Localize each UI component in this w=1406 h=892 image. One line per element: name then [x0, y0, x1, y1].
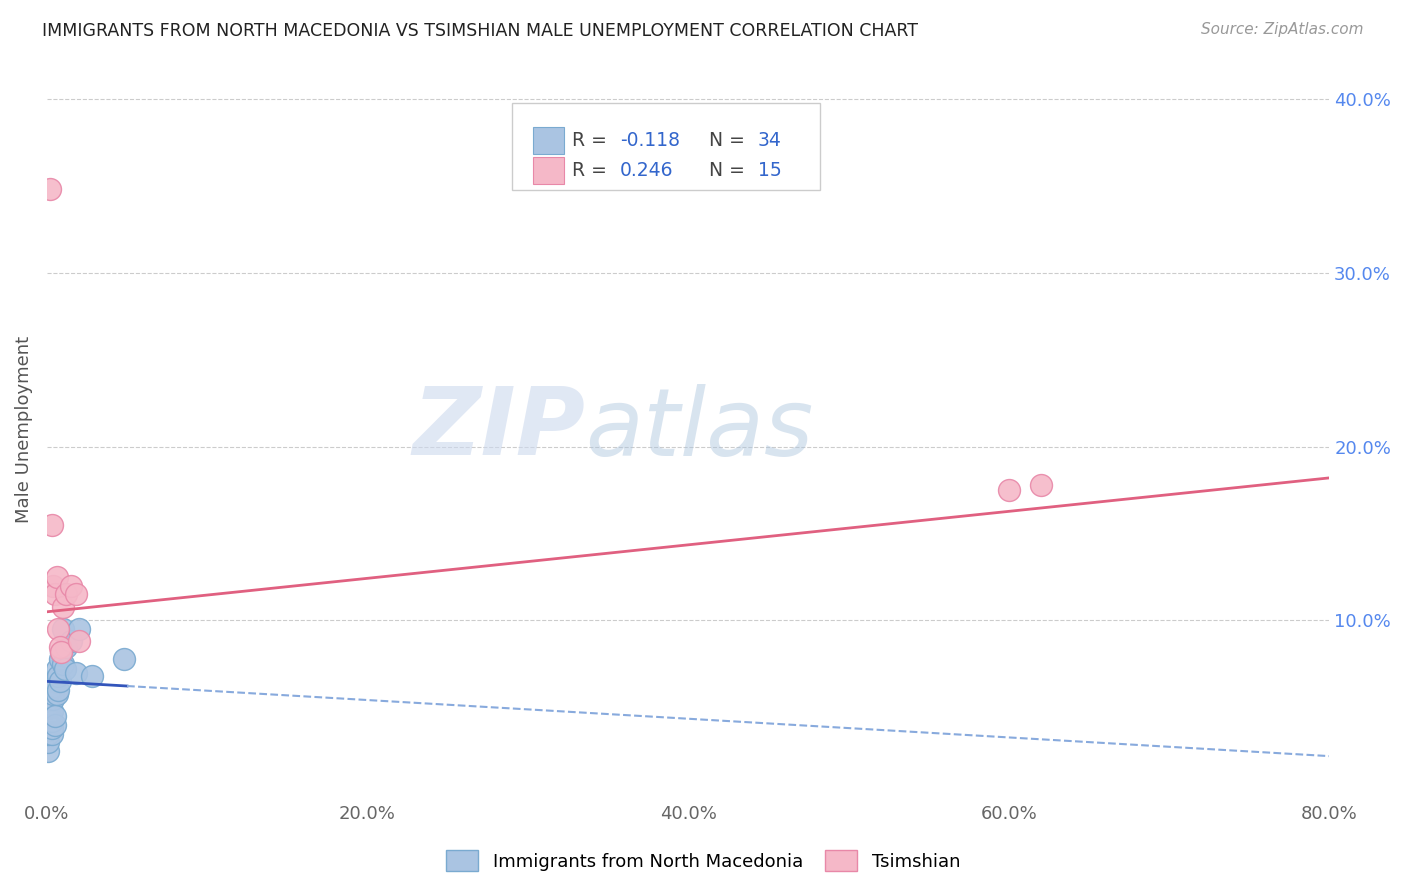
Point [39, 700, 62, 714]
Text: -0.118: -0.118 [620, 131, 681, 150]
Point [1029, 478, 1052, 492]
Point [112, 651, 135, 665]
Point [39, 683, 62, 698]
Point [51, 645, 73, 659]
Text: ZIP: ZIP [412, 384, 585, 475]
Point [997, 483, 1019, 497]
Text: N =: N = [709, 161, 751, 179]
Point [44, 709, 66, 723]
Point [39, 709, 62, 723]
Point [48, 674, 70, 689]
Point [42, 579, 65, 593]
Point [41, 726, 63, 740]
Legend: Immigrants from North Macedonia, Tsimshian: Immigrants from North Macedonia, Tsimshi… [439, 843, 967, 879]
Point [65, 665, 87, 680]
Point [65, 587, 87, 601]
Point [41, 721, 63, 735]
Point [45, 686, 67, 700]
Point [52, 657, 75, 671]
Point [39, 691, 62, 706]
Text: atlas: atlas [585, 384, 814, 475]
Point [37, 735, 59, 749]
Point [41, 714, 63, 729]
Point [42, 691, 65, 706]
Y-axis label: Male Unemployment: Male Unemployment [15, 335, 32, 523]
Point [46, 622, 69, 636]
Point [45, 662, 67, 676]
Point [46, 683, 69, 698]
Text: R =: R = [572, 131, 613, 150]
Text: 34: 34 [758, 131, 782, 150]
Point [52, 622, 75, 636]
Point [67, 622, 90, 636]
Point [41, 517, 63, 532]
Text: IMMIGRANTS FROM NORTH MACEDONIA VS TSIMSHIAN MALE UNEMPLOYMENT CORRELATION CHART: IMMIGRANTS FROM NORTH MACEDONIA VS TSIMS… [42, 22, 918, 40]
Point [42, 686, 65, 700]
Text: N =: N = [709, 131, 751, 150]
Point [46, 669, 69, 683]
Point [37, 726, 59, 740]
Point [45, 570, 67, 584]
Text: Source: ZipAtlas.com: Source: ZipAtlas.com [1201, 22, 1364, 37]
Point [44, 718, 66, 732]
Point [48, 640, 70, 654]
Point [48, 651, 70, 665]
Point [55, 587, 77, 601]
Point [39, 718, 62, 732]
Text: 15: 15 [758, 161, 782, 179]
Point [59, 579, 82, 593]
Point [67, 634, 90, 648]
Point [44, 674, 66, 689]
Point [39, 182, 62, 196]
Point [37, 744, 59, 758]
Point [52, 599, 75, 614]
Point [44, 587, 66, 601]
Point [59, 634, 82, 648]
Point [55, 640, 77, 654]
Point [53, 662, 76, 676]
Text: R =: R = [572, 161, 613, 179]
Point [41, 704, 63, 718]
Point [51, 645, 73, 659]
Point [80, 669, 103, 683]
Text: 0.246: 0.246 [620, 161, 673, 179]
Point [42, 680, 65, 694]
